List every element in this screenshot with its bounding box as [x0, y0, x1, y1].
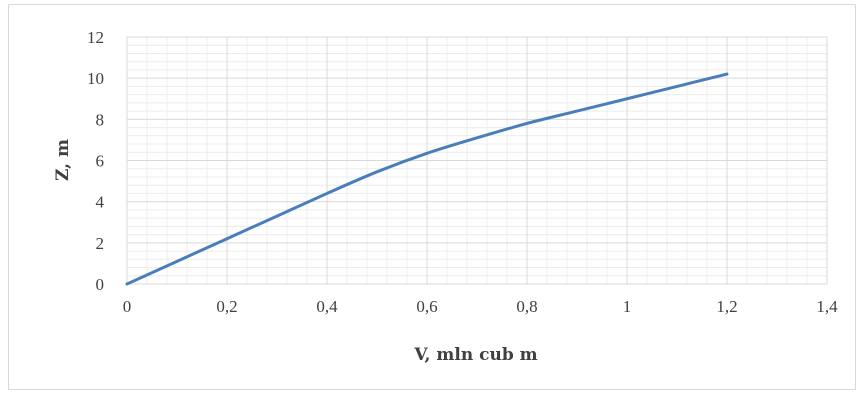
y-tick-label: 10	[87, 69, 104, 88]
y-tick-label: 6	[96, 152, 105, 171]
x-axis-title: V, mln cub m	[413, 345, 537, 365]
x-axis-ticks: 0 0,2 0,4 0,6 0,8 1 1,2 1,4	[123, 297, 838, 316]
y-axis-ticks: 0 2 4 6 8 10 12	[87, 28, 105, 294]
y-tick-label: 2	[96, 234, 105, 253]
x-tick-label: 0,4	[316, 297, 338, 316]
y-tick-label: 12	[87, 28, 104, 47]
x-tick-label: 1,4	[816, 297, 838, 316]
x-tick-label: 1,2	[716, 297, 737, 316]
x-tick-label: 0,2	[216, 297, 237, 316]
x-tick-label: 0,8	[516, 297, 537, 316]
y-tick-label: 0	[96, 275, 105, 294]
x-tick-label: 1	[623, 297, 632, 316]
x-tick-label: 0	[123, 297, 132, 316]
series-layer	[125, 72, 729, 286]
y-axis-title: Z, m	[53, 139, 73, 181]
chart-area	[8, 4, 856, 390]
y-tick-label: 8	[96, 110, 105, 129]
x-tick-label: 0,6	[416, 297, 437, 316]
y-tick-label: 4	[96, 193, 105, 212]
series-line	[125, 72, 729, 286]
